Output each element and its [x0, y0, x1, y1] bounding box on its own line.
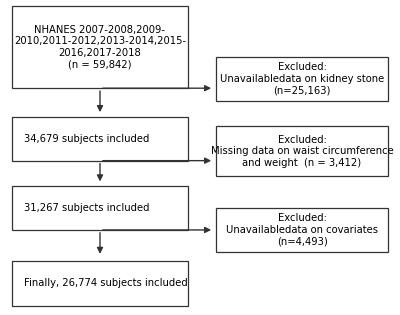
FancyBboxPatch shape	[216, 57, 388, 101]
FancyBboxPatch shape	[12, 6, 188, 88]
Text: Excluded:
Missing data on waist circumference
and weight  (n = 3,412): Excluded: Missing data on waist circumfe…	[211, 135, 393, 168]
Text: Finally, 26,774 subjects included: Finally, 26,774 subjects included	[24, 278, 188, 289]
Text: 34,679 subjects included: 34,679 subjects included	[24, 134, 149, 144]
FancyBboxPatch shape	[12, 117, 188, 161]
Text: Excluded:
Unavailabledata on kidney stone
(n=25,163): Excluded: Unavailabledata on kidney ston…	[220, 62, 384, 95]
FancyBboxPatch shape	[12, 261, 188, 306]
Text: Excluded:
Unavailabledata on covariates
(n=4,493): Excluded: Unavailabledata on covariates …	[226, 213, 378, 247]
Text: NHANES 2007-2008,2009-
2010,2011-2012,2013-2014,2015-
2016,2017-2018
(n = 59,842: NHANES 2007-2008,2009- 2010,2011-2012,20…	[14, 25, 186, 70]
Text: 31,267 subjects included: 31,267 subjects included	[24, 203, 150, 213]
FancyBboxPatch shape	[216, 126, 388, 176]
FancyBboxPatch shape	[12, 186, 188, 230]
FancyBboxPatch shape	[216, 208, 388, 252]
